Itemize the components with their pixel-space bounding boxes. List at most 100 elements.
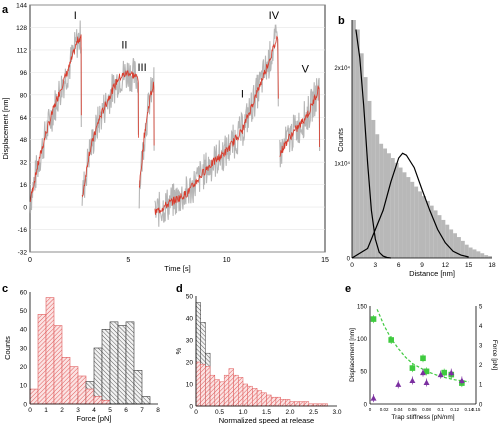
panel-letter: b [338, 15, 345, 27]
histogram-bar [352, 20, 356, 258]
bar-pink [261, 392, 267, 407]
bar-dark [93, 347, 103, 405]
histogram-bar [414, 186, 419, 258]
histogram-bar [429, 205, 434, 258]
x-tick-label: 1.5 [262, 409, 271, 416]
y2-tick-label: 3 [479, 344, 483, 350]
histogram-bar [457, 237, 461, 258]
y-tick-label: 0 [347, 257, 351, 263]
panel-b: b 0 3 6 9 12 15 18 0 1x10⁴ 2x10⁴ Distance [nm] Count… [334, 15, 496, 278]
histogram-bar [488, 256, 492, 258]
histogram-bar [355, 29, 360, 258]
x-tick-label: 0.14 [465, 407, 474, 412]
bar-dark [109, 321, 119, 405]
y-tick-label: 50 [20, 308, 28, 315]
bar-pink [299, 401, 305, 407]
x-tick-label: 0.06 [408, 407, 417, 412]
bar-pink [228, 368, 234, 407]
trace-red-4 [279, 85, 320, 158]
y-tick-label: 128 [16, 25, 27, 32]
y-tick-label: -32 [18, 250, 28, 257]
panel-letter: c [2, 283, 8, 295]
histogram-bar [480, 253, 485, 258]
histogram-bar [484, 255, 489, 258]
y-tick-label: 0 [189, 403, 193, 410]
y-tick-label: 10 [20, 383, 28, 390]
bar-pink [270, 396, 277, 407]
data-point-displacement [420, 355, 426, 362]
histogram-bar [433, 210, 438, 258]
y-axis-label: Displacement [nm] [349, 328, 356, 382]
histogram-bar [418, 191, 422, 258]
histogram-bar [476, 251, 481, 258]
bar-pink [256, 390, 263, 407]
histogram-bar [359, 53, 364, 258]
data-point-force [370, 395, 377, 401]
x-tick-label: 2.5 [309, 409, 318, 416]
y-tick-label: -16 [18, 227, 28, 234]
histogram-bar [453, 233, 457, 258]
y-axis-label: Counts [336, 128, 345, 152]
x-tick-label: 6 [397, 262, 401, 269]
x-tick-label: 12 [442, 262, 450, 269]
histogram-bar [390, 158, 395, 258]
bar-pink [77, 375, 87, 405]
x-tick-label: 1 [44, 407, 48, 414]
histogram-bar [406, 177, 411, 258]
data-point-force [458, 377, 465, 383]
bar-pink [280, 399, 286, 407]
histogram-bar [468, 247, 473, 258]
bar-pink [195, 361, 201, 407]
histogram-bar [422, 196, 426, 258]
y-tick-label: 32 [20, 160, 28, 167]
x-axis-label: Trap stiffness [pN/nm] [391, 414, 454, 421]
histogram-bar [398, 167, 403, 258]
bar-pink [85, 388, 95, 405]
bar-pink [101, 399, 111, 405]
data-point-displacement [409, 365, 416, 371]
y-tick-label: 16 [20, 182, 28, 189]
panel-letter: a [2, 4, 9, 16]
histogram-bar [445, 224, 450, 258]
y-tick-label: 48 [20, 137, 28, 144]
bar-pink [303, 401, 310, 407]
panel-a: a -32 -16 0 16 32 48 64 80 96 112 128 144 0 5 10 15 Time … [1, 3, 329, 274]
y-tick-label: 0 [23, 205, 27, 212]
y2-tick-label: 5 [479, 304, 483, 310]
bar-dark [125, 321, 135, 405]
x-axis-label: Time [s] [164, 264, 190, 273]
data-point-force [423, 379, 430, 385]
y-tick-label: 96 [20, 70, 28, 77]
y-tick-label: 112 [17, 47, 28, 54]
x-tick-label: 9 [420, 262, 424, 269]
x-tick-label: 0 [369, 407, 372, 412]
bar-pink [37, 314, 47, 405]
x-tick-label: 5 [108, 407, 112, 414]
y-tick-label: 64 [20, 115, 28, 122]
data-point-force [395, 381, 402, 387]
data-point-force [437, 371, 444, 378]
y-tick-label: 20 [20, 364, 28, 371]
fit-curve [376, 309, 469, 383]
bar-pink [266, 394, 272, 407]
histogram-bar [402, 172, 407, 258]
x-tick-label: 6 [124, 407, 128, 414]
bar-pink [289, 401, 295, 407]
data-point-force [448, 369, 455, 376]
x-axis-label: Force [pN] [76, 414, 111, 423]
x-tick-label: 3 [374, 262, 378, 269]
y-tick-label: 10 [186, 381, 194, 388]
x-tick-label: 3.0 [332, 409, 341, 416]
histogram-bar [379, 143, 384, 258]
y-tick-label: 20 [186, 359, 194, 366]
y-tick-label: 100 [357, 337, 368, 343]
x-axis-label: Distance [nm] [409, 269, 455, 278]
y2-tick-label: 1 [479, 383, 483, 389]
x-tick-label: 4 [92, 407, 96, 414]
y2-tick-label: 2 [479, 363, 483, 369]
histogram-bar [425, 200, 430, 258]
histogram-bar [394, 162, 399, 258]
histogram-bar [472, 249, 477, 258]
trace-red-0 [29, 34, 82, 203]
